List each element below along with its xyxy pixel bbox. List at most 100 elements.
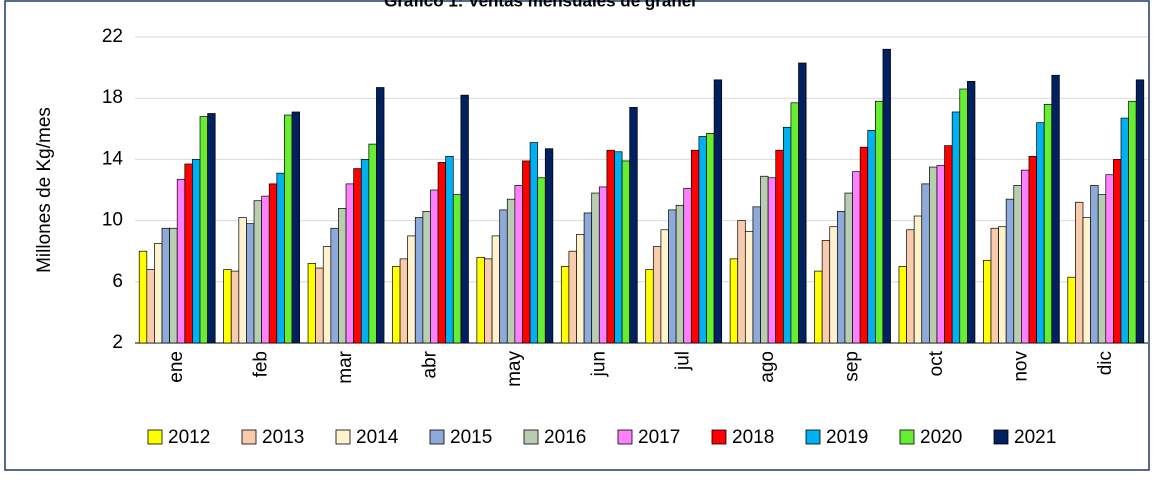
bar bbox=[161, 227, 170, 344]
bar bbox=[207, 113, 216, 344]
bar bbox=[683, 188, 692, 344]
bar bbox=[315, 267, 324, 344]
legend-label: 2018 bbox=[732, 427, 774, 448]
bar bbox=[929, 166, 938, 344]
bar bbox=[176, 178, 186, 344]
x-tick-label: nov bbox=[1010, 351, 1031, 382]
bar bbox=[668, 209, 677, 344]
bar bbox=[414, 217, 424, 344]
bar bbox=[1005, 198, 1015, 344]
bar bbox=[882, 48, 891, 344]
bar bbox=[184, 163, 193, 344]
bar bbox=[729, 258, 739, 344]
x-tick-label: feb bbox=[251, 351, 272, 377]
bar bbox=[246, 223, 255, 344]
bar bbox=[814, 270, 823, 344]
bar bbox=[138, 250, 148, 344]
bar bbox=[376, 87, 385, 344]
bar bbox=[322, 246, 332, 344]
bar bbox=[990, 227, 999, 344]
bar bbox=[484, 258, 493, 344]
legend-label: 2015 bbox=[450, 427, 492, 448]
legend-swatch bbox=[805, 429, 821, 445]
bar bbox=[775, 149, 784, 344]
legend-label: 2021 bbox=[1014, 427, 1056, 448]
bar bbox=[752, 206, 761, 344]
legend-label: 2017 bbox=[638, 427, 680, 448]
bar bbox=[713, 79, 723, 344]
bar bbox=[1105, 174, 1114, 344]
bar bbox=[253, 200, 262, 344]
legend-swatch bbox=[993, 429, 1009, 445]
bar bbox=[921, 183, 930, 344]
bar bbox=[798, 62, 807, 344]
bar bbox=[698, 136, 707, 344]
bar bbox=[1036, 122, 1045, 344]
legend-swatch bbox=[711, 429, 727, 445]
bar bbox=[675, 204, 685, 344]
bar bbox=[652, 246, 662, 344]
legend-swatch bbox=[429, 429, 445, 445]
bar bbox=[307, 263, 316, 344]
bar bbox=[399, 258, 409, 344]
bar bbox=[261, 195, 270, 344]
bar bbox=[859, 146, 869, 344]
legend-swatch bbox=[899, 429, 915, 445]
bar bbox=[529, 142, 539, 344]
bar bbox=[1082, 217, 1091, 344]
bar bbox=[368, 143, 377, 344]
x-tick-label: mar bbox=[335, 350, 356, 383]
bar bbox=[1128, 100, 1137, 344]
bar bbox=[491, 235, 501, 344]
bar bbox=[284, 114, 293, 344]
bar bbox=[430, 189, 439, 344]
bar bbox=[445, 155, 454, 344]
bar bbox=[476, 256, 485, 344]
x-tick-label: sep bbox=[842, 351, 863, 382]
bar bbox=[330, 227, 339, 344]
x-tick-label: jul bbox=[673, 351, 694, 371]
bar bbox=[560, 266, 570, 344]
bar bbox=[598, 186, 608, 344]
legend-label: 2012 bbox=[168, 427, 210, 448]
bar bbox=[660, 229, 669, 344]
bar bbox=[760, 175, 769, 344]
bar bbox=[268, 183, 278, 344]
bar bbox=[782, 126, 792, 344]
bar bbox=[1135, 79, 1145, 344]
y-axis-label: Millones de Kg/mes bbox=[34, 107, 55, 273]
bar bbox=[230, 270, 240, 344]
legend-swatch bbox=[335, 429, 351, 445]
bar bbox=[852, 171, 861, 344]
bar bbox=[407, 235, 416, 344]
x-tick-label: dic bbox=[1095, 351, 1116, 375]
legend-label: 2019 bbox=[826, 427, 868, 448]
bar bbox=[844, 192, 853, 344]
y-tick-label: 10 bbox=[102, 210, 123, 231]
bar bbox=[1067, 276, 1076, 344]
bar bbox=[238, 217, 247, 344]
bar bbox=[223, 269, 232, 344]
bar bbox=[1090, 185, 1099, 344]
bar bbox=[913, 215, 923, 344]
bar bbox=[506, 198, 516, 344]
bar bbox=[338, 208, 347, 344]
bar bbox=[1043, 103, 1053, 344]
bar bbox=[690, 149, 700, 344]
bar bbox=[146, 269, 155, 344]
y-tick-label: 14 bbox=[102, 148, 124, 169]
bar bbox=[767, 177, 777, 344]
y-tick-label: 18 bbox=[102, 87, 123, 108]
bar bbox=[936, 165, 945, 344]
bar bbox=[576, 234, 585, 344]
x-tick-label: ene bbox=[166, 351, 187, 383]
bar bbox=[944, 145, 953, 344]
bar bbox=[514, 185, 523, 344]
legend-swatch bbox=[147, 429, 163, 445]
bar bbox=[629, 107, 638, 344]
bar bbox=[422, 211, 431, 344]
bar bbox=[169, 227, 178, 344]
bar bbox=[291, 111, 300, 344]
legend-label: 2013 bbox=[262, 427, 304, 448]
